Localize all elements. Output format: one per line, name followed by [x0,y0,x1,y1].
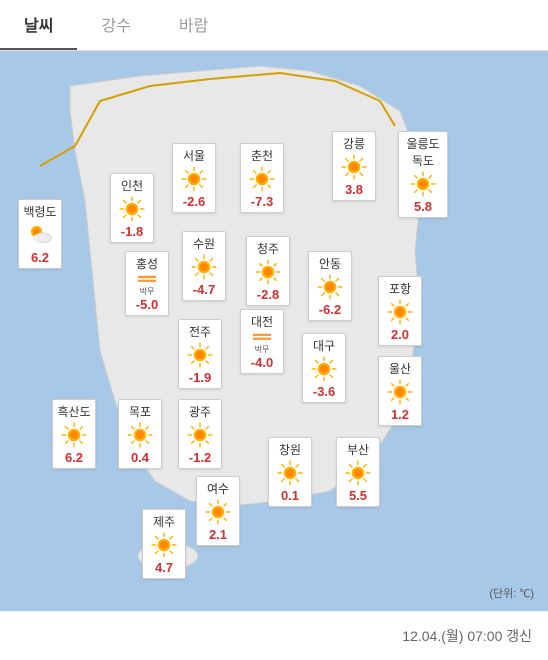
sunny-icon [386,378,414,406]
sunny-icon [180,165,208,193]
city-name: 광주 [183,403,217,420]
sunny-icon [276,459,304,487]
city-temp: 5.8 [403,199,443,214]
city-card-gwangju[interactable]: 광주 -1.2 [178,399,222,469]
city-temp: -5.0 [130,297,164,312]
city-temp: 5.5 [341,488,375,503]
city-temp: -6.2 [313,302,347,317]
city-name: 제주 [147,513,181,530]
city-temp: 1.2 [383,407,417,422]
city-name: 대전 [245,313,279,330]
city-name: 여수 [201,480,235,497]
city-name: 전주 [183,323,217,340]
city-name: 포항 [383,280,417,297]
city-card-baengnyeong[interactable]: 백령도 6.2 [18,199,62,269]
city-card-chuncheon[interactable]: 춘천 -7.3 [240,143,284,213]
city-temp: 4.7 [147,560,181,575]
sunny-icon [60,421,88,449]
city-card-cheongju[interactable]: 청주 -2.8 [246,236,290,306]
city-temp: -3.6 [307,384,341,399]
city-temp: -1.8 [115,224,149,239]
city-card-seoul[interactable]: 서울 -2.6 [172,143,216,213]
city-card-ulleung[interactable]: 울릉도독도 5.8 [398,131,448,218]
city-name: 흑산도 [57,403,91,420]
city-name: 서울 [177,147,211,164]
city-name: 부산 [341,441,375,458]
sunny-icon [340,153,368,181]
city-temp: -7.3 [245,194,279,209]
city-card-changwon[interactable]: 창원 0.1 [268,437,312,507]
weather-widget: 날씨강수바람 백령도 6.2 인천 -1.8 서울 [0,0,548,660]
city-card-daejeon[interactable]: 대전 박무-4.0 [240,309,284,374]
sunny-icon [344,459,372,487]
city-temp: -1.2 [183,450,217,465]
city-card-heuksando[interactable]: 흑산도 6.2 [52,399,96,469]
city-name: 홍성 [130,255,164,272]
city-temp: 0.4 [123,450,157,465]
tab-2[interactable]: 바람 [155,0,232,50]
city-name: 안동 [313,255,347,272]
tab-0[interactable]: 날씨 [0,0,77,50]
fog-icon [249,332,275,342]
city-card-ulsan[interactable]: 울산 1.2 [378,356,422,426]
city-temp: -4.7 [187,282,221,297]
sunny-icon [310,355,338,383]
city-temp: -4.0 [245,355,279,370]
sunny-icon [190,253,218,281]
sunny-icon [316,273,344,301]
sunny-icon [118,195,146,223]
city-card-gangneung[interactable]: 강릉 3.8 [332,131,376,201]
city-name: 인천 [115,177,149,194]
sunny-icon [248,165,276,193]
map-area: 백령도 6.2 인천 -1.8 서울 -2.6 춘천 -7.3 [0,51,548,611]
city-card-andong[interactable]: 안동 -6.2 [308,251,352,321]
fog-label: 박무 [245,344,279,355]
city-temp: -2.6 [177,194,211,209]
city-card-jeonju[interactable]: 전주 -1.9 [178,319,222,389]
city-card-hongseong[interactable]: 홍성 박무-5.0 [125,251,169,316]
city-name: 춘천 [245,147,279,164]
sunny-icon [186,421,214,449]
tab-bar: 날씨강수바람 [0,0,548,51]
city-temp: -2.8 [251,287,285,302]
city-temp: 6.2 [57,450,91,465]
city-temp: 2.1 [201,527,235,542]
city-name: 울릉도독도 [403,135,443,169]
sunny-icon [386,298,414,326]
sunny-icon [186,341,214,369]
city-card-yeosu[interactable]: 여수 2.1 [196,476,240,546]
city-card-suwon[interactable]: 수원 -4.7 [182,231,226,301]
sunny-icon [204,498,232,526]
city-name: 수원 [187,235,221,252]
tab-1[interactable]: 강수 [77,0,154,50]
city-temp: -1.9 [183,370,217,385]
city-name: 청주 [251,240,285,257]
city-card-daegu[interactable]: 대구 -3.6 [302,333,346,403]
city-temp: 2.0 [383,327,417,342]
city-name: 대구 [307,337,341,354]
city-name: 목포 [123,403,157,420]
sunny-icon [254,258,282,286]
sunny-icon [126,421,154,449]
city-temp: 0.1 [273,488,307,503]
city-name: 울산 [383,360,417,377]
city-name: 강릉 [337,135,371,152]
sunny-icon [150,531,178,559]
fog-icon [134,274,160,284]
update-timestamp: 12.04.(월) 07:00 갱신 [0,611,548,660]
city-name: 백령도 [23,203,57,220]
city-card-incheon[interactable]: 인천 -1.8 [110,173,154,243]
city-card-pohang[interactable]: 포항 2.0 [378,276,422,346]
partly-cloudy-icon [26,221,54,249]
city-name: 창원 [273,441,307,458]
city-temp: 3.8 [337,182,371,197]
sunny-icon [409,170,437,198]
city-card-jeju[interactable]: 제주 4.7 [142,509,186,579]
fog-label: 박무 [130,286,164,297]
city-temp: 6.2 [23,250,57,265]
unit-label: (단위: ℃) [489,585,534,601]
city-card-busan[interactable]: 부산 5.5 [336,437,380,507]
city-card-mokpo[interactable]: 목포 0.4 [118,399,162,469]
